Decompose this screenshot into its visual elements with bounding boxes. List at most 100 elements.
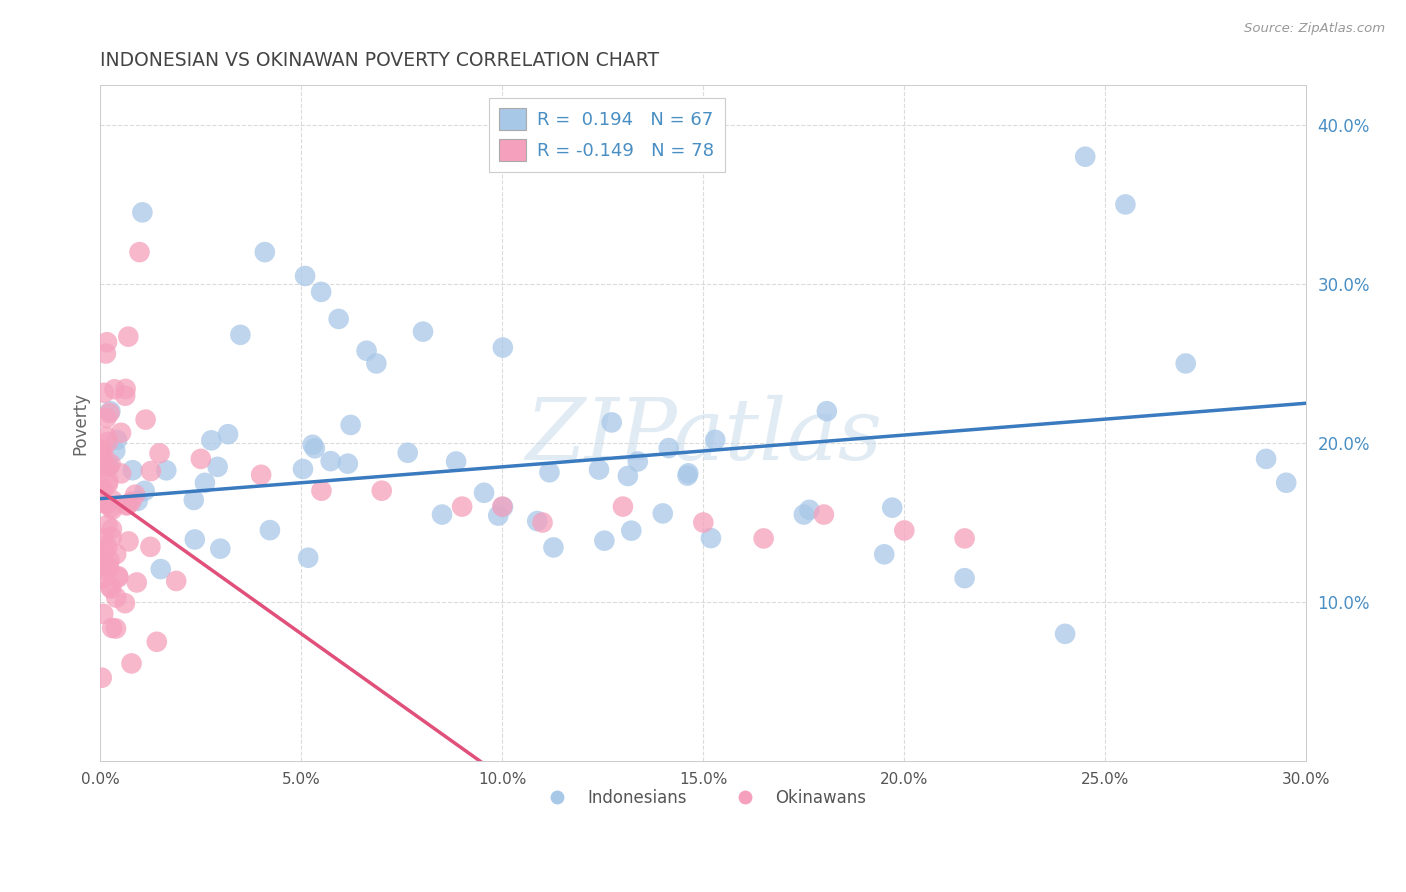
- Point: [678, 467, 700, 481]
- Point: [96, 518, 118, 533]
- Point: [301, 438, 323, 452]
- Point: [114, 382, 136, 396]
- Point: [704, 433, 727, 447]
- Legend: Indonesians, Okinawans: Indonesians, Okinawans: [534, 782, 873, 814]
- Point: [105, 591, 128, 605]
- Point: [451, 500, 474, 514]
- Point: [209, 541, 232, 556]
- Point: [96, 335, 118, 350]
- Point: [94, 346, 117, 360]
- Point: [91, 442, 114, 457]
- Point: [121, 657, 143, 671]
- Point: [253, 245, 276, 260]
- Point: [194, 475, 217, 490]
- Point: [139, 540, 162, 554]
- Point: [98, 580, 121, 594]
- Text: INDONESIAN VS OKINAWAN POVERTY CORRELATION CHART: INDONESIAN VS OKINAWAN POVERTY CORRELATI…: [100, 51, 659, 70]
- Point: [250, 467, 273, 482]
- Point: [319, 454, 342, 468]
- Point: [336, 457, 359, 471]
- Point: [366, 356, 388, 370]
- Point: [207, 459, 229, 474]
- Point: [658, 441, 681, 455]
- Point: [371, 483, 394, 498]
- Point: [98, 553, 121, 567]
- Point: [339, 417, 361, 432]
- Point: [311, 483, 333, 498]
- Point: [107, 570, 129, 584]
- Point: [103, 382, 125, 396]
- Point: [110, 425, 132, 440]
- Point: [117, 498, 139, 512]
- Point: [155, 463, 177, 477]
- Point: [114, 596, 136, 610]
- Point: [117, 329, 139, 343]
- Point: [692, 516, 714, 530]
- Point: [91, 607, 114, 621]
- Point: [90, 572, 112, 586]
- Point: [492, 500, 515, 514]
- Point: [799, 503, 821, 517]
- Point: [1054, 627, 1077, 641]
- Point: [259, 523, 281, 537]
- Point: [953, 571, 976, 585]
- Text: Source: ZipAtlas.com: Source: ZipAtlas.com: [1244, 22, 1385, 36]
- Point: [183, 493, 205, 508]
- Point: [125, 575, 148, 590]
- Point: [148, 446, 170, 460]
- Point: [97, 434, 120, 449]
- Point: [90, 551, 112, 566]
- Point: [96, 430, 118, 444]
- Point: [139, 464, 162, 478]
- Point: [90, 449, 112, 463]
- Point: [96, 564, 118, 578]
- Point: [430, 508, 453, 522]
- Point: [97, 475, 120, 489]
- Point: [200, 434, 222, 448]
- Point: [304, 442, 326, 456]
- Point: [131, 205, 153, 219]
- Point: [1275, 475, 1298, 490]
- Point: [101, 621, 124, 635]
- Point: [114, 389, 136, 403]
- Point: [1254, 451, 1277, 466]
- Point: [813, 508, 835, 522]
- Point: [127, 494, 149, 508]
- Point: [93, 532, 115, 546]
- Point: [294, 268, 316, 283]
- Point: [531, 516, 554, 530]
- Point: [700, 531, 723, 545]
- Point: [882, 500, 904, 515]
- Point: [93, 544, 115, 558]
- Point: [676, 468, 699, 483]
- Point: [588, 462, 610, 476]
- Point: [472, 485, 495, 500]
- Point: [538, 465, 561, 479]
- Point: [953, 532, 976, 546]
- Point: [612, 500, 634, 514]
- Point: [815, 404, 838, 418]
- Point: [229, 327, 252, 342]
- Point: [128, 245, 150, 260]
- Point: [444, 454, 467, 468]
- Point: [97, 477, 120, 491]
- Point: [97, 459, 120, 474]
- Point: [107, 569, 129, 583]
- Point: [893, 524, 915, 538]
- Point: [101, 522, 124, 536]
- Point: [135, 412, 157, 426]
- Point: [100, 582, 122, 596]
- Y-axis label: Poverty: Poverty: [72, 392, 89, 455]
- Point: [98, 406, 121, 420]
- Point: [101, 502, 124, 516]
- Point: [190, 451, 212, 466]
- Point: [98, 459, 121, 474]
- Point: [93, 448, 115, 462]
- Point: [117, 534, 139, 549]
- Point: [101, 493, 124, 508]
- Point: [91, 482, 114, 496]
- Text: ZIPatlas: ZIPatlas: [524, 395, 882, 478]
- Point: [93, 458, 115, 472]
- Point: [124, 488, 146, 502]
- Point: [627, 454, 650, 468]
